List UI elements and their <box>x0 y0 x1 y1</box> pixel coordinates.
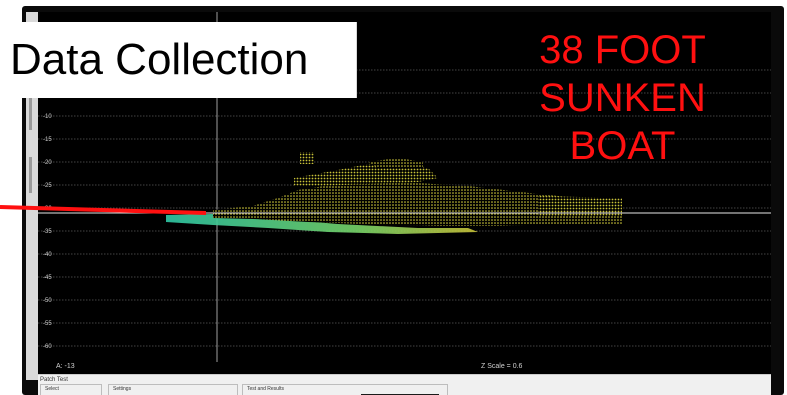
annotation-line-3: BOAT <box>569 124 676 168</box>
select-group-label: Select <box>45 386 59 392</box>
left-panel-scroll-mark[interactable] <box>29 90 32 130</box>
y-tick-label: -45 <box>43 275 52 281</box>
y-axis-labels: -10-15-20-25-30-35-40-45-50-55-60 <box>43 114 52 350</box>
y-tick-label: -35 <box>43 229 52 235</box>
boat-point-cloud <box>166 152 622 234</box>
slide-title: Data Collection <box>10 35 309 84</box>
z-scale-readout: Z Scale = 0.6 <box>481 363 523 370</box>
y-tick-label: -10 <box>43 114 52 120</box>
y-tick-label: -55 <box>43 321 52 327</box>
test-results-group-label: Test and Results <box>247 386 284 392</box>
red-pointer-line <box>0 205 206 215</box>
select-group: Select <box>40 384 102 395</box>
left-panel-scroll-mark[interactable] <box>29 157 32 193</box>
cursor-readout: A: -13 <box>56 363 75 370</box>
patch-test-panel: Patch Test Select Settings Test and Resu… <box>38 374 771 395</box>
y-tick-label: -60 <box>43 344 52 350</box>
y-tick-label: -15 <box>43 137 52 143</box>
boat-annotation: 38 FOOT SUNKEN BOAT <box>490 26 755 170</box>
y-tick-label: -40 <box>43 252 52 258</box>
title-callout: Data Collection <box>0 22 357 98</box>
y-tick-label: -20 <box>43 160 52 166</box>
settings-group-label: Settings <box>113 386 132 392</box>
plot-canvas[interactable]: -10-15-20-25-30-35-40-45-50-55-60 <box>38 12 771 374</box>
y-tick-label: -25 <box>43 183 52 189</box>
y-tick-label: -50 <box>43 298 52 304</box>
annotation-line-2: SUNKEN <box>539 76 706 120</box>
annotation-line-1: 38 FOOT <box>539 28 706 72</box>
test-results-group: Test and Results <box>242 384 448 395</box>
settings-group: Settings <box>108 384 238 395</box>
panel-title: Patch Test <box>40 377 68 383</box>
